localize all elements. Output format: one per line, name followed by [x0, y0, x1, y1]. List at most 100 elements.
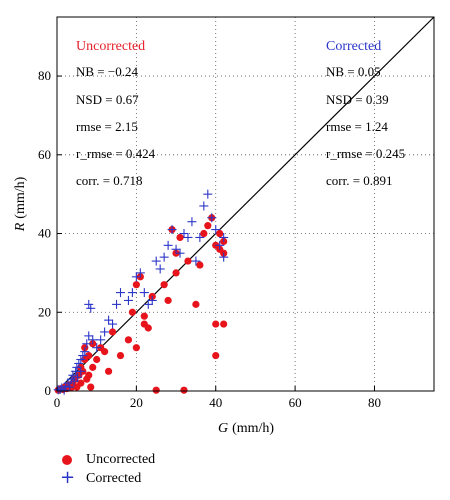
corrected-point [115, 288, 125, 298]
uncorrected-point [77, 379, 85, 387]
axis-ticks: 0 20 40 60 80 0 20 40 60 80 [38, 68, 381, 410]
one-to-one-line [56, 16, 435, 392]
legend-label-corrected: Corrected [86, 470, 142, 486]
annotation-heading-uncorrected: Uncorrected [76, 39, 145, 54]
y-tick-label: 80 [38, 68, 51, 83]
uncorrected-point [132, 344, 140, 352]
uncorrected-point [204, 222, 212, 230]
annotation-nb-uncorrected: NB = −0.24 [76, 64, 138, 79]
legend-item-corrected: + Corrected [60, 466, 155, 488]
corrected-point [155, 264, 165, 274]
x-tick-label: 20 [130, 395, 143, 410]
corrected-point [76, 355, 86, 365]
y-axis-label: R (mm/h) [13, 176, 28, 232]
corrected-point [207, 213, 217, 223]
corrected-point [219, 252, 229, 262]
uncorrected-point [152, 386, 160, 394]
corrected-point [74, 358, 84, 368]
corrected-point [92, 343, 102, 353]
uncorrected-point [144, 324, 152, 332]
uncorrected-point [89, 363, 97, 371]
corrected-point [104, 315, 114, 325]
uncorrected-point [85, 351, 93, 360]
uncorrected-point [128, 308, 136, 316]
uncorrected-point [212, 320, 220, 328]
x-tick-label: 80 [368, 395, 381, 410]
annotation-corr-uncorrected: corr. = 0.718 [76, 173, 143, 188]
corrected-point [84, 299, 94, 309]
uncorrected-point [104, 367, 113, 375]
corrected-point [96, 335, 106, 345]
corrected-point [143, 299, 153, 309]
corrected-point [73, 372, 83, 382]
y-tick-label: 60 [38, 147, 51, 162]
corrected-point [163, 240, 173, 250]
annotation-nsd-uncorrected: NSD = 0.67 [76, 92, 139, 107]
corrected-point [151, 256, 161, 266]
annotation-nsd-corrected: NSD = 0.39 [326, 92, 389, 107]
annotation-rmse-uncorrected: rmse = 2.15 [76, 119, 138, 134]
uncorrected-point [124, 336, 133, 344]
corrected-point [139, 288, 149, 298]
uncorrected-point [184, 257, 192, 265]
uncorrected-point [132, 281, 140, 289]
corrected-point [59, 385, 69, 395]
red-dot-icon [60, 453, 74, 467]
corrected-point [69, 376, 79, 386]
x-tick-label: 60 [289, 395, 302, 410]
uncorrected-point [108, 328, 117, 336]
corrected-point [135, 268, 145, 278]
corrected-point [65, 382, 75, 392]
corrected-point [76, 366, 86, 376]
uncorrected-point [220, 320, 228, 328]
blue-plus-icon: + [60, 466, 76, 488]
x-axis-unit: (mm/h) [232, 421, 274, 436]
uncorrected-point [140, 312, 148, 320]
y-axis-unit: (mm/h) [13, 176, 28, 218]
grid-lines [57, 17, 434, 391]
uncorrected-point [87, 383, 95, 391]
corrected-point [86, 303, 96, 313]
corrected-point [100, 327, 110, 337]
plot-frame [56, 16, 435, 392]
corrected-series [53, 189, 229, 395]
corrected-point [199, 201, 209, 211]
uncorrected-point [101, 348, 109, 356]
corrected-point [123, 295, 133, 305]
uncorrected-point [172, 269, 180, 277]
corrected-point [219, 232, 229, 242]
x-axis-var: G [218, 421, 228, 436]
uncorrected-point [93, 355, 101, 364]
corrected-point [171, 244, 181, 254]
uncorrected-point [192, 300, 200, 308]
corrected-point [159, 252, 169, 262]
uncorrected-point [160, 281, 168, 289]
corrected-point [195, 232, 205, 242]
legend-item-uncorrected: Uncorrected [60, 450, 155, 469]
uncorrected-point [200, 229, 208, 238]
uncorrected-point [196, 261, 204, 269]
uncorrected-point [164, 296, 172, 305]
corrected-point [131, 272, 141, 282]
annotation-heading-corrected: Corrected [326, 39, 381, 54]
corrected-point [147, 295, 157, 305]
corrected-point [88, 335, 98, 345]
y-tick-label: 40 [38, 226, 51, 241]
uncorrected-point [85, 371, 93, 379]
legend-label-uncorrected: Uncorrected [86, 451, 156, 467]
annotation-corr-corrected: corr. = 0.891 [326, 173, 393, 188]
x-tick-label: 0 [54, 395, 61, 410]
annotation-rrmse-uncorrected: r_rmse = 0.424 [76, 146, 156, 161]
uncorrected-point [212, 351, 220, 360]
corrected-point [179, 229, 189, 239]
corrected-point [72, 362, 82, 372]
y-axis-var: R [13, 222, 28, 232]
uncorrected-point [176, 233, 184, 242]
corrected-point [80, 347, 90, 357]
x-tick-label: 40 [209, 395, 222, 410]
corrected-point [215, 240, 225, 250]
corrected-point [183, 232, 193, 242]
legend: Uncorrected + Corrected [60, 450, 155, 488]
corrected-point [175, 248, 185, 258]
annotation-rrmse-corrected: r_rmse = 0.245 [326, 146, 405, 161]
